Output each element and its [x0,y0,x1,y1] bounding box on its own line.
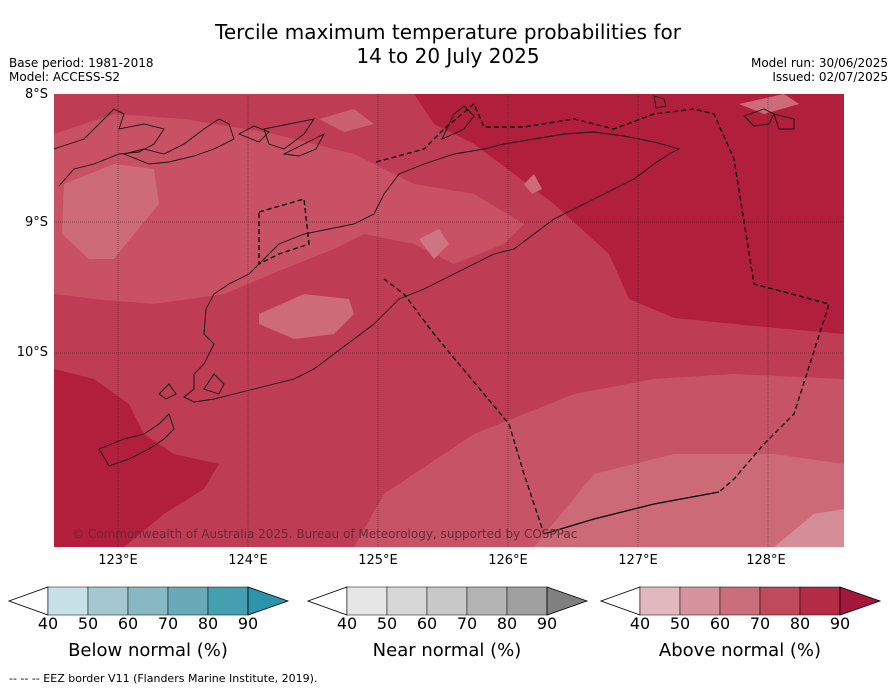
base-period: Base period: 1981-2018 [9,56,154,70]
lon-label-125e: 125°E [358,553,398,568]
title-line-2: 14 to 20 July 2025 [356,44,540,68]
eez-border [258,102,830,535]
light-patch-ne [739,94,799,114]
meta-left: Base period: 1981-2018 Model: ACCESS-S2 [9,56,154,84]
colorbar-extend-low [600,586,641,616]
lon-label-127e: 127°E [618,553,658,568]
colorbar-tick-label: 90 [237,614,259,633]
colorbar-segment [719,586,761,616]
model-name: Model: ACCESS-S2 [9,70,121,84]
meta-right: Model run: 30/06/2025 Issued: 02/07/2025 [751,56,888,84]
eez-footer-note: -- -- -- EEZ border V11 (Flanders Marine… [9,672,318,685]
copyright-notice: © Commonwealth of Australia 2025. Bureau… [72,527,578,541]
colorbar-tick-label: 90 [536,614,558,633]
colorbar-extend-low [8,586,49,616]
colorbar-label-near: Near normal (%) [372,640,522,661]
lon-label-123e: 123°E [98,553,138,568]
colorbar-label-above: Above normal (%) [658,640,822,661]
colorbar-segment [87,586,129,616]
colorbar-segment [167,586,209,616]
lat-label-10s: 10°S [16,345,48,360]
colorbar-segment [127,586,169,616]
light-patch-c [259,294,354,339]
title-line-1: Tercile maximum temperature probabilitie… [215,20,681,44]
colorbar-above-normal [600,586,882,616]
light-patch-top [319,109,374,132]
colorbar-extend-high [546,586,589,616]
colorbar-tick-label: 40 [629,614,651,633]
light-patch-tiny [524,174,542,194]
probability-map [54,94,844,547]
colorbar-segment [47,586,89,616]
colorbar-segment [346,586,388,616]
colorbar-segment [466,586,508,616]
colorbar-tick-label: 50 [376,614,398,633]
colorbar-tick-label: 60 [416,614,438,633]
colorbar-tick-label: 50 [77,614,99,633]
colorbar-tick-label: 40 [336,614,358,633]
high-prob-region-sw [54,369,219,547]
lat-label-8s: 8°S [24,87,48,102]
colorbar-tick-label: 80 [197,614,219,633]
colorbar-tick-label: 70 [157,614,179,633]
colorbar-segment [759,586,801,616]
high-prob-region-ne [414,94,844,334]
lat-label-9s: 9°S [24,215,48,230]
colorbar-extend-high [839,586,882,616]
colorbar-tick-label: 60 [117,614,139,633]
light-patch-small [419,229,449,259]
colorbar-segment [386,586,428,616]
light-patch-w [62,164,159,259]
colorbar-tick-label: 90 [829,614,851,633]
colorbar-extend-high [247,586,290,616]
lon-label-126e: 126°E [488,553,528,568]
colorbar-segment [799,586,841,616]
map-title: Tercile maximum temperature probabilitie… [0,20,896,68]
colorbar-segment [639,586,681,616]
colorbar-tick-label: 50 [669,614,691,633]
colorbar-near-normal [307,586,589,616]
coastlines [54,95,795,467]
model-run: Model run: 30/06/2025 [750,56,888,70]
colorbar-tick-label: 60 [709,614,731,633]
colorbar-below-normal [8,586,290,616]
colorbar-segment [207,586,249,616]
colorbar-segment [506,586,548,616]
lon-label-128e: 128°E [746,553,786,568]
colorbar-label-below: Below normal (%) [68,640,228,661]
colorbar-segment [679,586,721,616]
colorbar-tick-label: 80 [789,614,811,633]
issued-date: Issued: 02/07/2025 [772,70,888,84]
colorbar-segment [426,586,468,616]
colorbar-tick-label: 80 [496,614,518,633]
lon-label-124e: 124°E [228,553,268,568]
lower-prob-region-s [534,454,844,547]
lowest-prob-region-se [774,509,844,547]
colorbar-tick-label: 70 [456,614,478,633]
colorbar-tick-label: 70 [749,614,771,633]
colorbar-tick-label: 40 [37,614,59,633]
colorbar-extend-low [307,586,348,616]
